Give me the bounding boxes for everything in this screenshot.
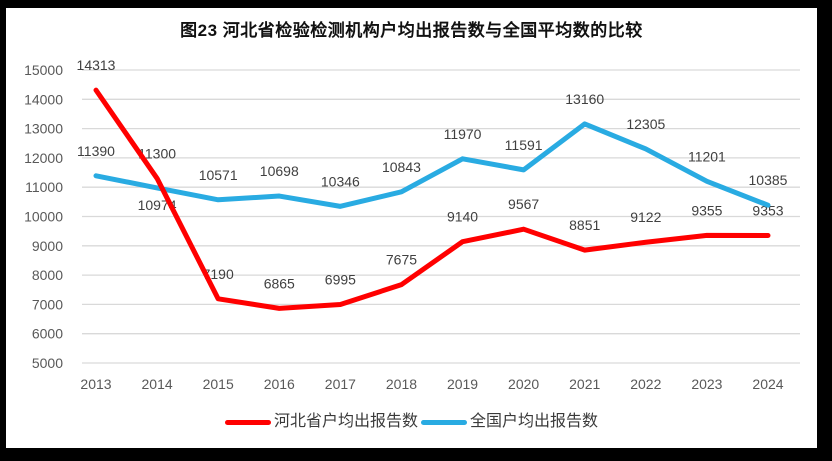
y-axis-tick-label: 13000 [24, 121, 63, 137]
x-axis-tick-label: 2020 [508, 376, 539, 392]
data-label-hebei: 9355 [691, 202, 722, 218]
data-label-hebei: 9122 [630, 209, 661, 225]
chart-legend: 河北省户均出报告数 全国户均出报告数 [6, 411, 817, 433]
data-label-hebei: 9140 [447, 209, 478, 225]
y-axis-tick-label: 12000 [24, 150, 63, 166]
y-axis-tick-label: 11000 [25, 179, 63, 195]
data-label-hebei: 9567 [508, 196, 539, 212]
x-axis-tick-label: 2021 [569, 376, 600, 392]
data-label-national: 11201 [688, 148, 726, 164]
data-label-hebei: 9353 [752, 202, 783, 218]
legend-label-hebei: 河北省户均出报告数 [273, 413, 418, 430]
x-axis-tick-label: 2019 [447, 376, 478, 392]
y-axis-tick-label: 5000 [32, 355, 63, 371]
x-axis-tick-label: 2016 [264, 376, 295, 392]
x-axis-tick-label: 2015 [203, 376, 234, 392]
y-axis-tick-label: 10000 [24, 209, 63, 225]
y-axis-tick-label: 15000 [24, 62, 63, 78]
x-axis-tick-label: 2018 [386, 376, 417, 392]
legend-swatch-hebei [224, 419, 271, 425]
data-label-national: 10843 [382, 159, 421, 175]
data-label-national: 10346 [321, 173, 360, 189]
y-axis-tick-label: 14000 [24, 91, 63, 107]
legend-swatch-national [421, 419, 467, 425]
data-label-national: 10571 [199, 167, 238, 183]
legend-label-national: 全国户均出报告数 [470, 413, 599, 430]
y-axis-tick-label: 7000 [32, 296, 63, 312]
data-label-hebei: 14313 [77, 57, 116, 73]
data-label-national: 11390 [77, 143, 115, 159]
x-axis-tick-label: 2014 [142, 376, 173, 392]
data-label-national: 10385 [749, 172, 788, 188]
x-axis-tick-label: 2017 [325, 376, 356, 392]
x-axis-tick-label: 2022 [630, 376, 661, 392]
y-axis-tick-label: 8000 [32, 267, 63, 283]
data-label-hebei: 6995 [325, 272, 356, 288]
data-label-hebei: 11300 [138, 145, 176, 161]
series-line-hebei [93, 87, 771, 311]
x-axis-tick-label: 2023 [691, 376, 722, 392]
data-label-hebei: 6865 [264, 275, 295, 291]
data-label-national: 10698 [260, 163, 299, 179]
data-label-hebei: 8851 [569, 217, 600, 233]
data-label-national: 12305 [626, 116, 665, 132]
data-label-national: 11591 [505, 137, 543, 153]
series-line-national [93, 121, 771, 209]
data-label-national: 11970 [444, 126, 482, 142]
frame-border-bottom [0, 448, 832, 461]
data-label-hebei: 7675 [386, 252, 417, 268]
chart-title: 图23 河北省检验检测机构户均出报告数与全国平均数的比较 [180, 21, 643, 40]
data-label-hebei: 7190 [203, 266, 234, 282]
data-label-national: 13160 [565, 91, 604, 107]
frame-border-left [0, 0, 6, 461]
frame-border-top [0, 0, 832, 8]
x-axis-tick-label: 2024 [752, 376, 783, 392]
y-axis-tick-label: 9000 [32, 238, 63, 254]
y-axis-tick-label: 6000 [32, 326, 63, 342]
x-axis-tick-label: 2013 [80, 376, 111, 392]
frame-border-right [817, 0, 832, 461]
